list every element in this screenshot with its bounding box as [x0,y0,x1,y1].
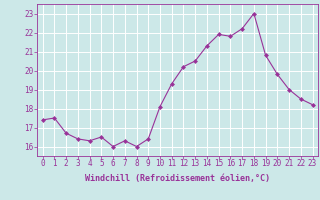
X-axis label: Windchill (Refroidissement éolien,°C): Windchill (Refroidissement éolien,°C) [85,174,270,183]
